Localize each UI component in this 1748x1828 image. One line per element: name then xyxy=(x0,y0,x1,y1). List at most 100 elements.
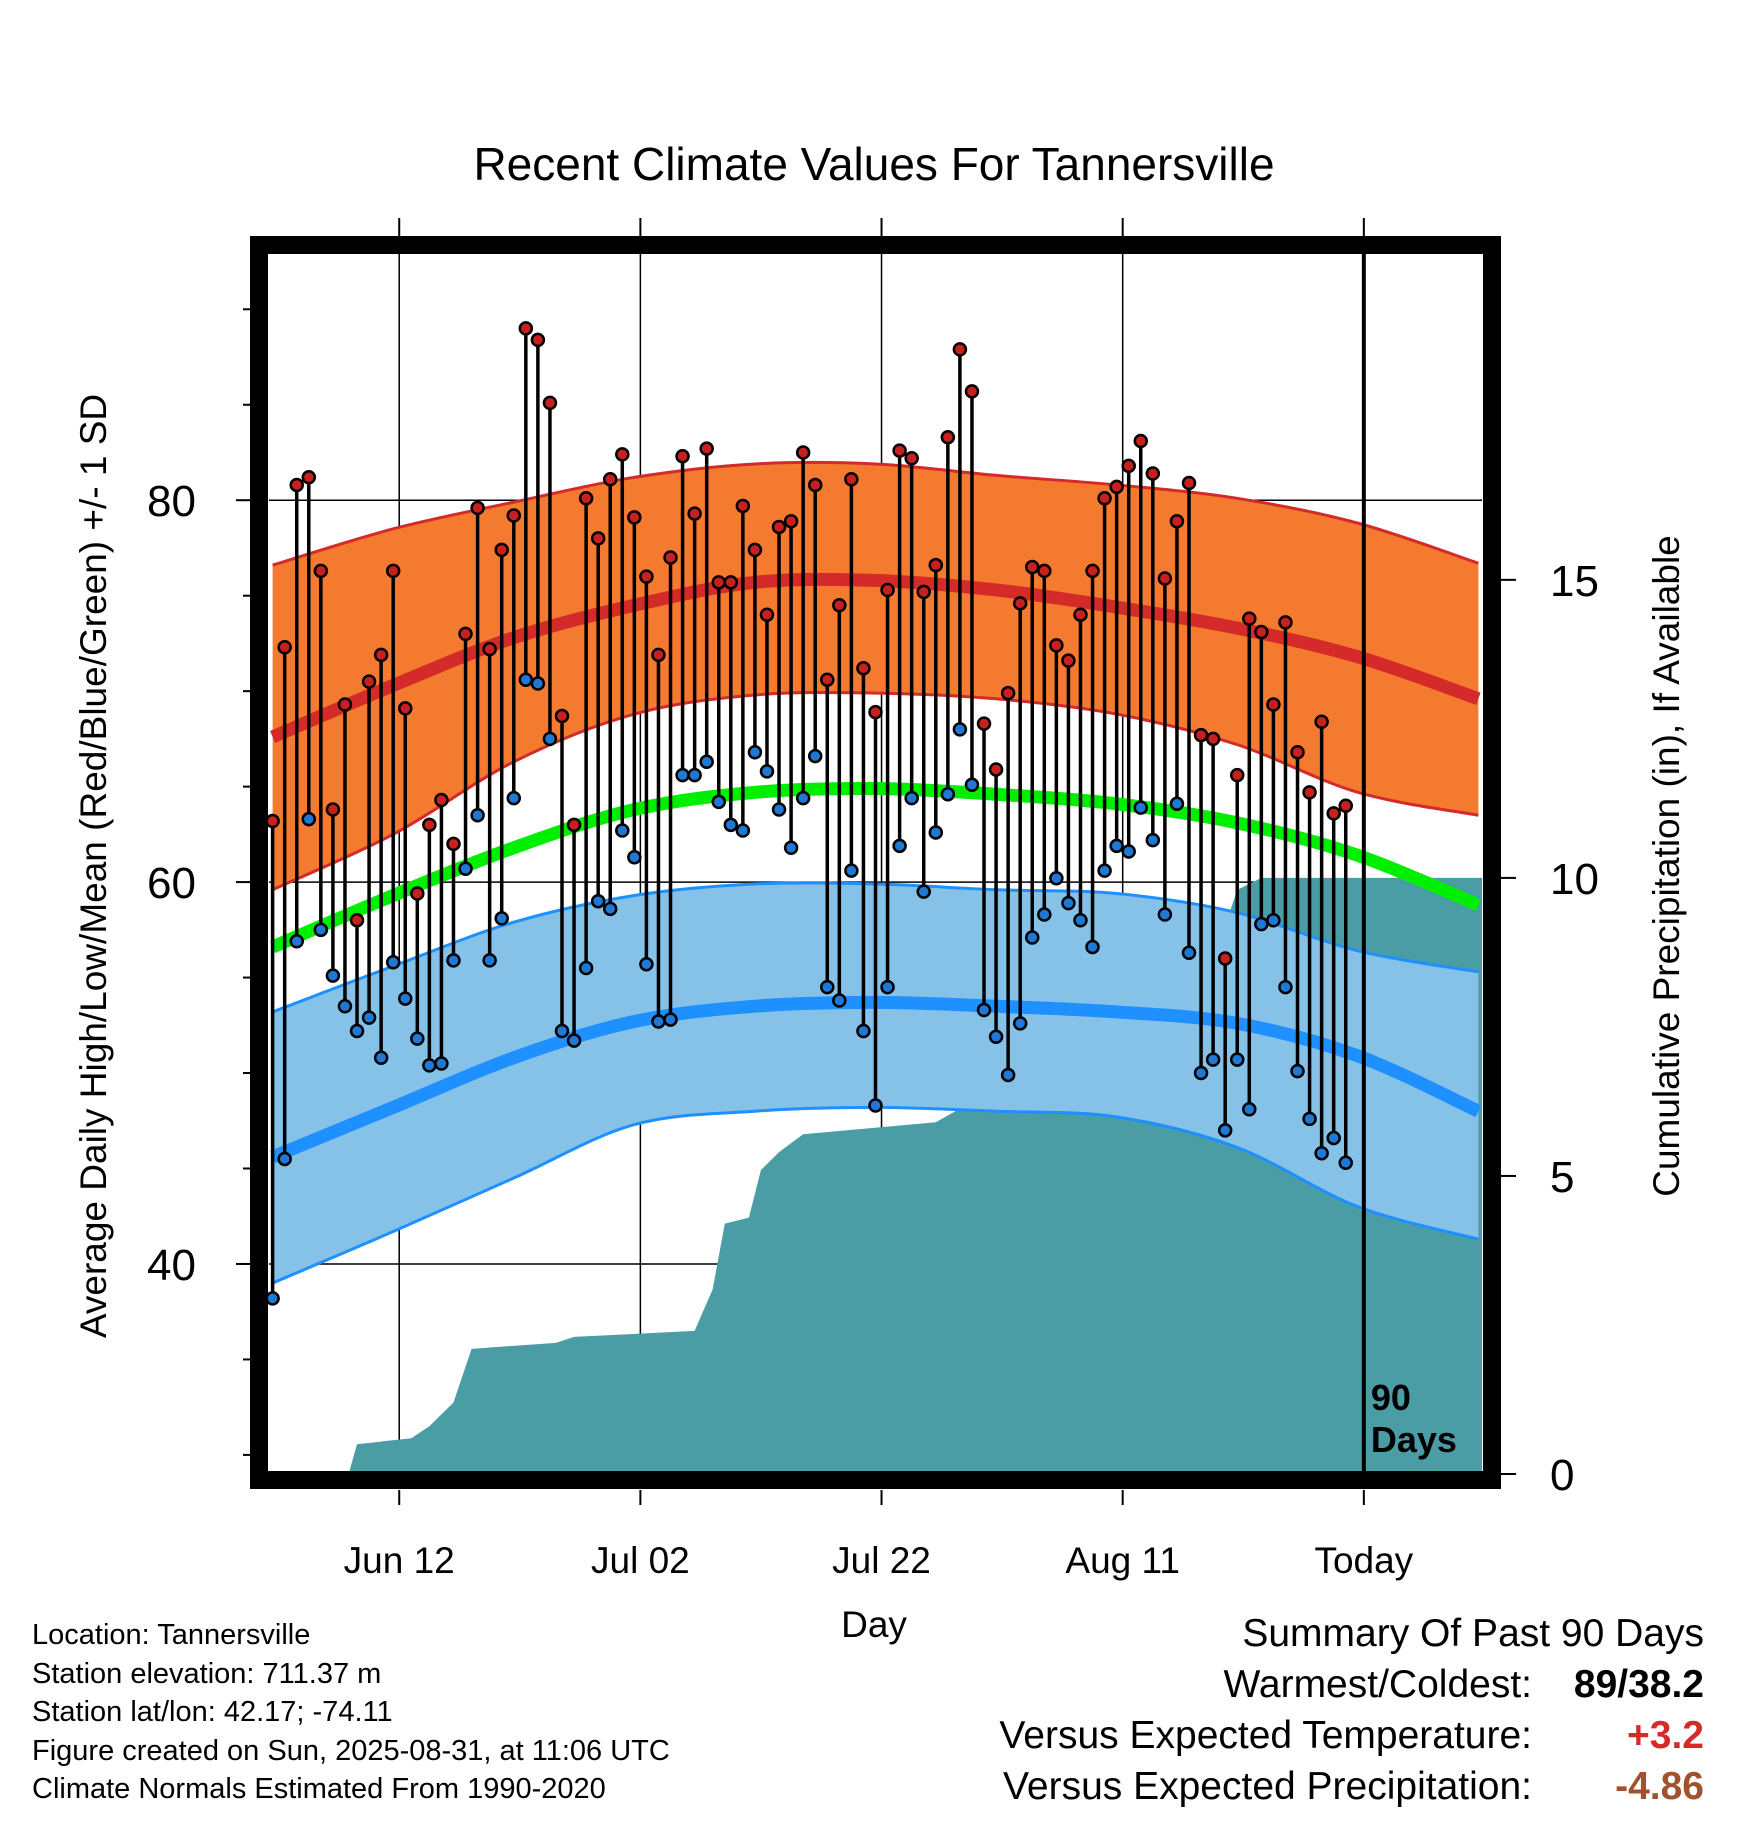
x-tick-label: Jun 12 xyxy=(344,1540,455,1581)
daily-high-point xyxy=(422,817,437,833)
chart-title: Recent Climate Values For Tannersville xyxy=(473,138,1274,190)
daily-high-point xyxy=(1217,951,1233,966)
daily-low-point xyxy=(1037,907,1052,922)
daily-high-point xyxy=(1169,513,1185,529)
daily-high-point xyxy=(711,575,727,590)
x-axis-label: Day xyxy=(841,1604,907,1645)
daily-high-point xyxy=(1073,607,1088,623)
daily-low-point xyxy=(771,802,787,817)
daily-low-point xyxy=(988,1029,1004,1045)
latlon-text: Station lat/lon: 42.17; -74.11 xyxy=(32,1696,393,1728)
daily-low-point xyxy=(494,911,509,926)
daily-low-point xyxy=(952,722,968,737)
daily-low-point xyxy=(301,811,317,827)
daily-low-point xyxy=(1073,913,1088,928)
daily-low-point xyxy=(470,808,485,823)
daily-high-point xyxy=(482,641,497,657)
y2-tick-label: 0 xyxy=(1550,1451,1574,1500)
daily-low-point xyxy=(615,823,630,838)
daily-high-point xyxy=(1000,685,1016,701)
daily-low-point xyxy=(904,790,919,806)
daily-low-point xyxy=(1169,796,1185,812)
daily-low-point xyxy=(361,1010,377,1025)
daily-low-point xyxy=(916,884,931,899)
daily-high-point xyxy=(494,542,509,558)
daily-low-point xyxy=(518,672,534,687)
daily-low-point xyxy=(434,1056,449,1071)
daily-low-point xyxy=(976,1002,992,1018)
daily-high-point xyxy=(976,716,992,731)
daily-low-point xyxy=(928,825,944,840)
y2-tick-label: 15 xyxy=(1550,557,1599,606)
x-tick-label: Aug 11 xyxy=(1065,1540,1180,1581)
daily-low-point xyxy=(410,1031,425,1046)
warm-cold-value: 89/38.2 xyxy=(1573,1663,1704,1706)
daily-low-point xyxy=(530,676,546,691)
daily-high-point xyxy=(470,500,485,516)
daily-high-point xyxy=(373,647,389,663)
daily-high-point xyxy=(1085,563,1100,579)
x-tick-label: Jul 22 xyxy=(832,1540,931,1581)
daily-high-point xyxy=(590,531,606,546)
daily-low-point xyxy=(1012,1016,1028,1031)
daily-low-point xyxy=(880,979,895,995)
daily-low-point xyxy=(964,777,980,792)
daily-low-point xyxy=(1290,1063,1305,1079)
daily-high-point xyxy=(892,443,907,458)
created-text: Figure created on Sun, 2025-08-31, at 11… xyxy=(32,1734,670,1767)
daily-low-point xyxy=(1157,907,1173,922)
daily-high-point xyxy=(988,762,1004,777)
daily-low-point xyxy=(337,998,353,1014)
daily-high-point xyxy=(410,886,425,901)
daily-low-point xyxy=(1024,930,1040,945)
daily-high-point xyxy=(361,674,377,689)
elevation-text: Station elevation: 711.37 m xyxy=(32,1657,382,1690)
normals-text: Climate Normals Estimated From 1990-2020 xyxy=(32,1773,606,1805)
daily-high-point xyxy=(723,575,739,590)
daily-low-point xyxy=(385,955,401,970)
daily-high-point xyxy=(530,332,546,348)
daily-high-point xyxy=(602,471,618,487)
precip-anomaly-label: Versus Expected Precipitation: xyxy=(1003,1765,1532,1808)
daily-high-point xyxy=(554,708,570,724)
summary-panel: Summary Of Past 90 Days Warmest/Coldest:… xyxy=(884,1612,1704,1816)
daily-high-point xyxy=(1326,806,1341,821)
daily-high-point xyxy=(868,704,883,720)
daily-high-point xyxy=(964,384,980,399)
daily-high-point xyxy=(1242,611,1257,626)
temp-anomaly-row: Versus Expected Temperature: +3.2 xyxy=(884,1714,1704,1765)
axes: 40 60 80 0 5 10 15 Jun 12 Jul 02 Jul 22 Aug 11 Toda… xyxy=(147,218,1599,1581)
daily-low-point xyxy=(446,953,461,968)
daily-low-point xyxy=(627,850,642,865)
daily-low-point xyxy=(1266,913,1281,928)
daily-high-point xyxy=(1193,727,1209,743)
daily-low-point xyxy=(1000,1067,1016,1083)
daily-high-point xyxy=(904,450,919,466)
daily-low-point xyxy=(554,1023,570,1039)
daily-high-point xyxy=(639,569,654,584)
daily-high-point xyxy=(771,519,787,535)
precip-anomaly-value: -4.86 xyxy=(1615,1765,1704,1808)
daily-high-point xyxy=(1157,571,1173,586)
x-tick-label: Today xyxy=(1314,1540,1413,1581)
daily-low-point xyxy=(747,745,763,760)
daily-low-point xyxy=(832,993,847,1008)
daily-high-point xyxy=(1266,697,1281,712)
daily-low-point xyxy=(711,794,727,810)
daily-high-point xyxy=(337,697,353,712)
y-tick-label: 60 xyxy=(147,859,196,908)
daily-low-point xyxy=(373,1050,389,1066)
daily-high-point xyxy=(434,792,449,808)
daily-low-point xyxy=(313,922,329,938)
daily-low-point xyxy=(735,823,751,838)
daily-high-point xyxy=(687,506,702,521)
daily-high-point xyxy=(916,584,931,600)
daily-low-point xyxy=(349,1023,365,1039)
daily-low-point xyxy=(1109,838,1124,854)
daily-low-point xyxy=(398,991,413,1006)
daily-low-point xyxy=(759,764,775,779)
daily-high-point xyxy=(928,557,944,573)
daily-low-point xyxy=(1338,1155,1353,1171)
daily-low-point xyxy=(651,1014,666,1029)
high-band-lower-edge xyxy=(271,690,1479,892)
